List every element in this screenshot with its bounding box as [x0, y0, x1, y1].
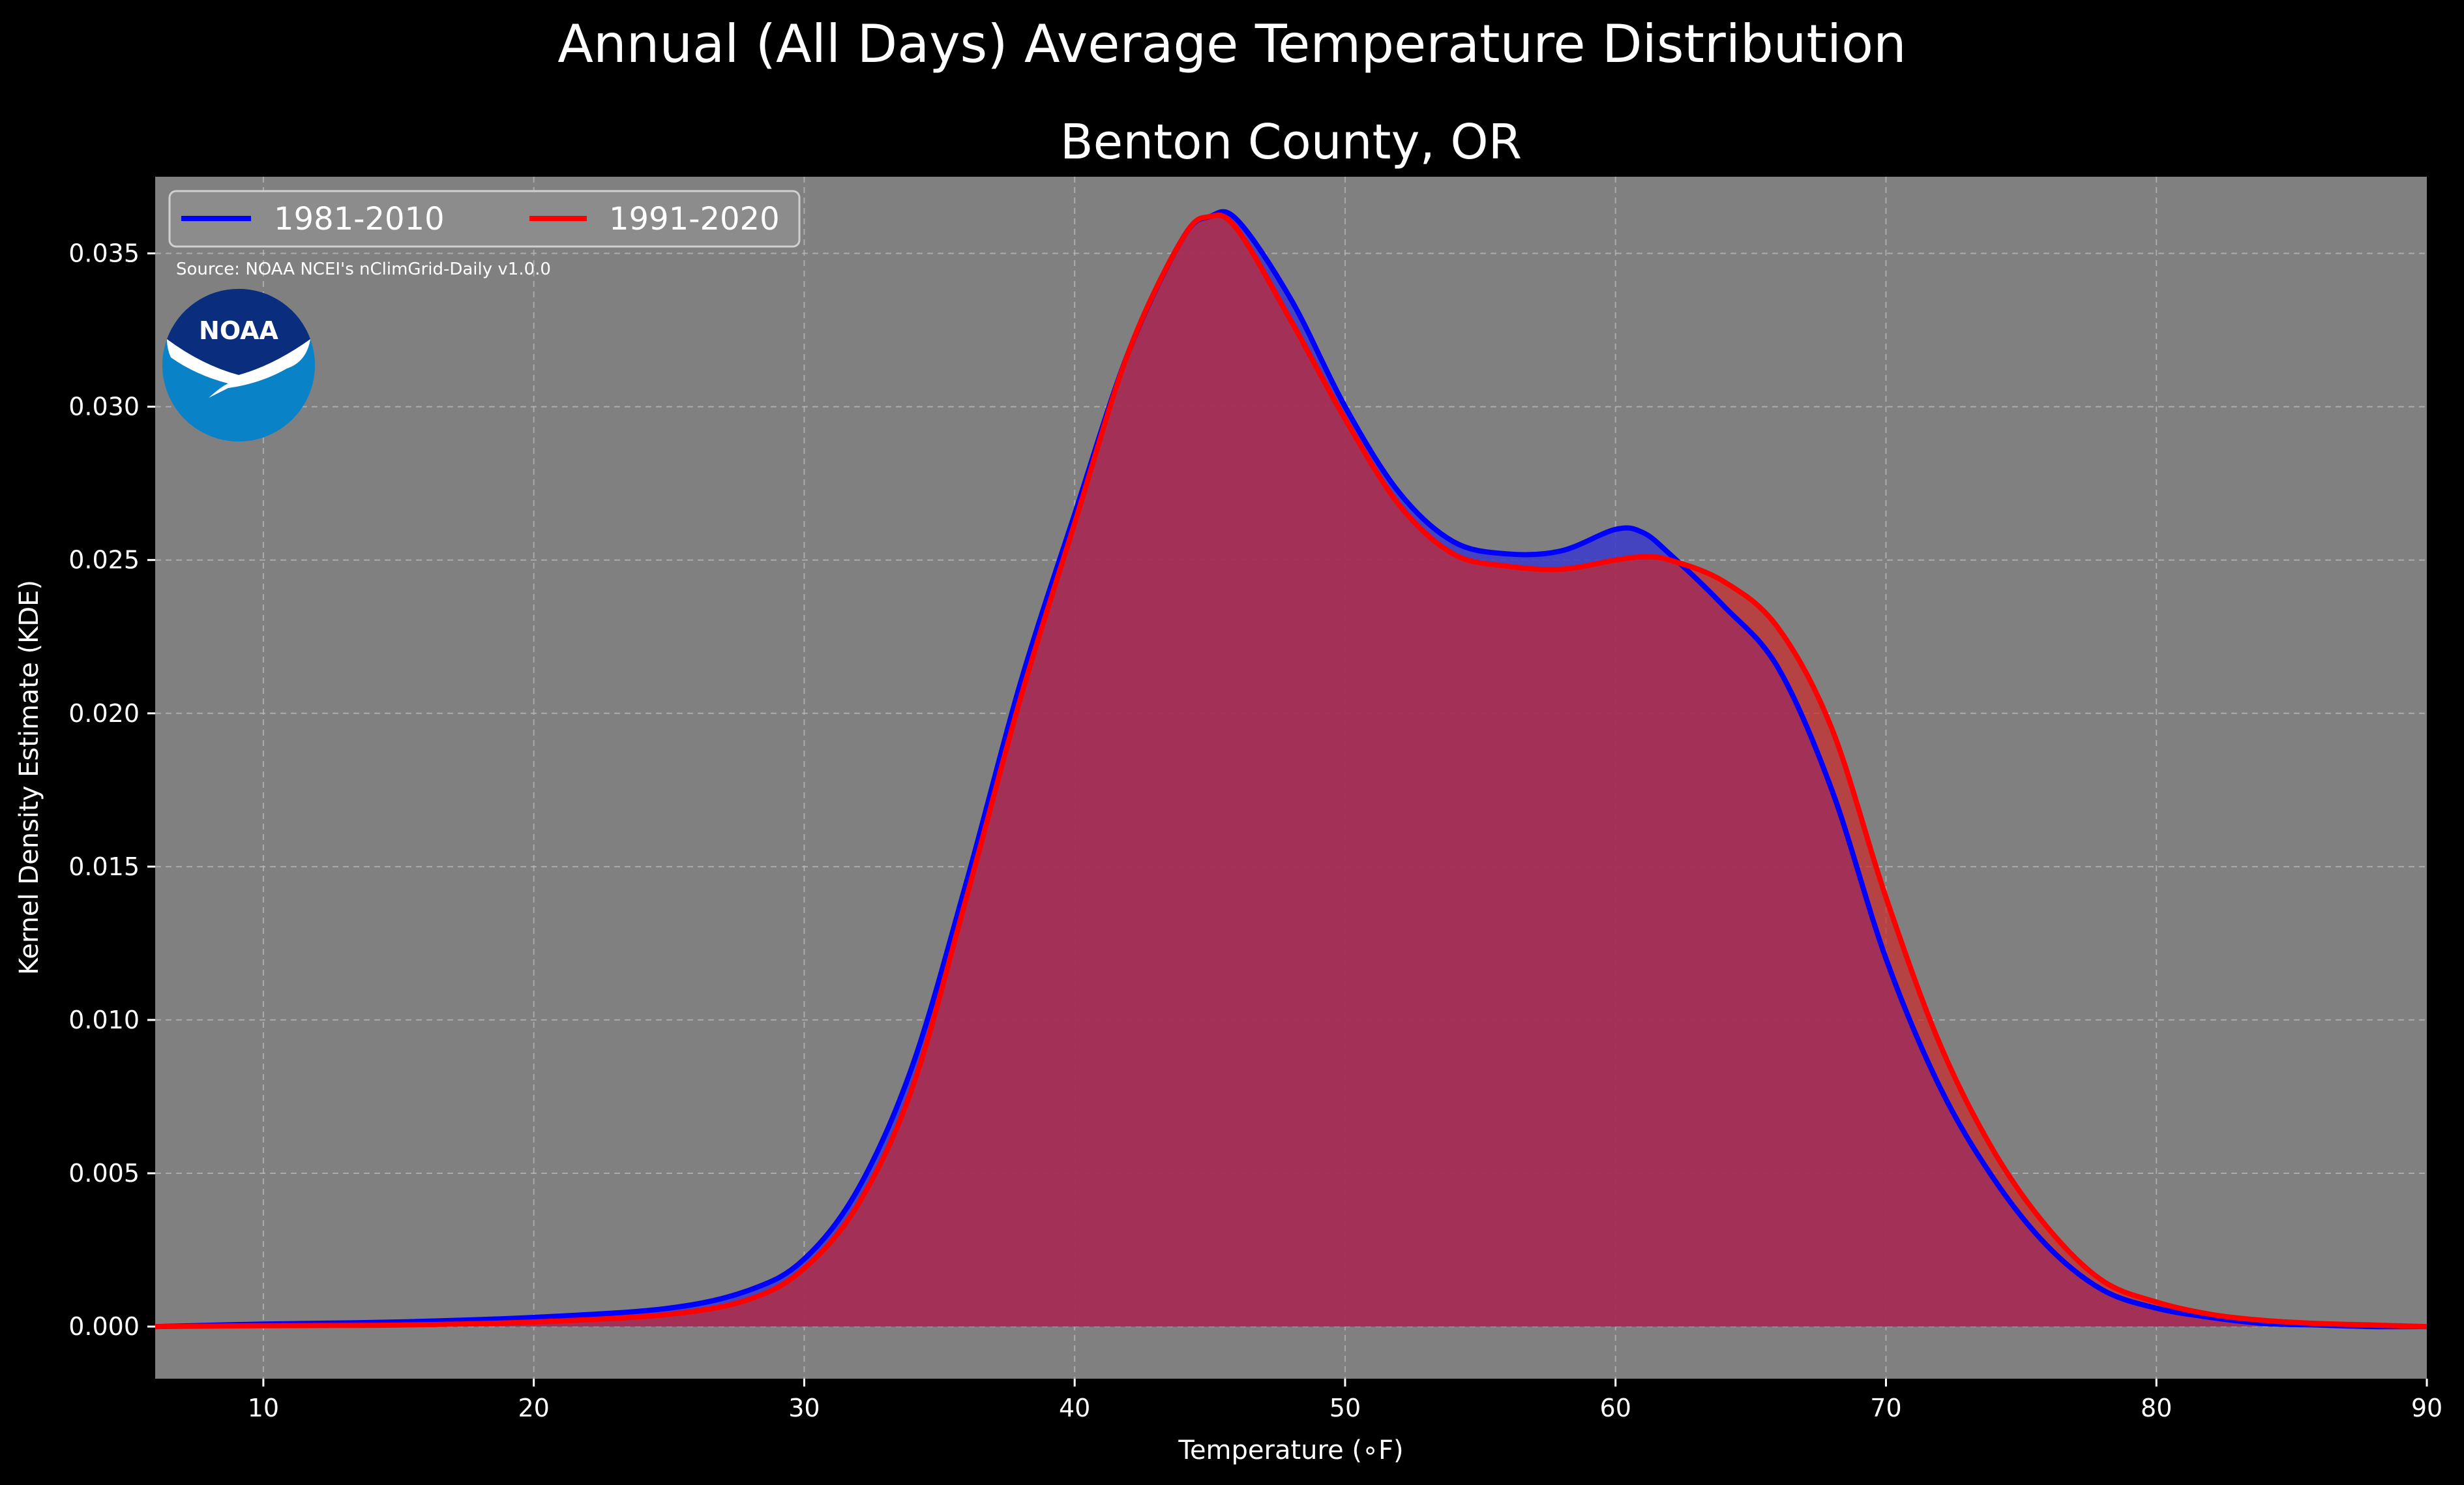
y-tick-label: 0.010 [68, 1006, 140, 1034]
legend-box [168, 190, 801, 248]
x-tick-label: 10 [248, 1394, 279, 1422]
y-tick-label: 0.030 [68, 393, 140, 421]
y-ticks: 0.000 0.005 0.010 0.015 0.020 0.025 0.030 0.035 [68, 239, 155, 1341]
x-tick-label: 80 [2141, 1394, 2172, 1422]
y-tick-label: 0.005 [68, 1159, 140, 1188]
y-axis-label: Kernel Density Estimate (KDE) [14, 580, 44, 975]
y-tick-label: 0.020 [68, 699, 140, 728]
y-tick-label: 0.035 [68, 239, 140, 268]
chart-main-title: Annual (All Days) Average Temperature Di… [557, 14, 1907, 74]
x-tick-label: 50 [1329, 1394, 1361, 1422]
noaa-logo-text: NOAA [199, 316, 278, 345]
line-1991-2020 [155, 213, 2427, 1330]
noaa-logo-gull [167, 339, 310, 398]
density-areas [155, 211, 2427, 1327]
noaa-logo-top [167, 288, 310, 375]
density-lines [155, 209, 2427, 1330]
x-axis-label: Temperature (∘F) [1178, 1435, 1403, 1465]
x-tick-label: 20 [518, 1394, 549, 1422]
x-ticks: 10 20 30 40 50 60 70 80 90 [248, 1379, 2442, 1422]
x-tick-label: 90 [2411, 1394, 2442, 1422]
x-tick-label: 70 [1870, 1394, 1901, 1422]
noaa-logo: NOAA [162, 288, 315, 442]
y-tick-label: 0.025 [68, 546, 140, 575]
line-1981-2010 [155, 209, 2427, 1330]
y-tick-label: 0.015 [68, 852, 140, 881]
x-tick-label: 30 [788, 1394, 820, 1422]
legend: 1981-2010 1991-2020 [168, 190, 801, 248]
area-1991-2020 [155, 215, 2427, 1327]
chart-subtitle: Benton County, OR [1060, 114, 1522, 170]
source-note: Source: NOAA NCEI's nClimGrid-Daily v1.0… [176, 260, 551, 279]
legend-label-1991-2020: 1991-2020 [609, 201, 780, 237]
legend-label-1981-2010: 1981-2010 [274, 201, 445, 237]
grid [155, 177, 2427, 1379]
y-tick-label: 0.000 [68, 1312, 140, 1341]
x-tick-label: 60 [1600, 1394, 1631, 1422]
x-tick-label: 40 [1059, 1394, 1090, 1422]
